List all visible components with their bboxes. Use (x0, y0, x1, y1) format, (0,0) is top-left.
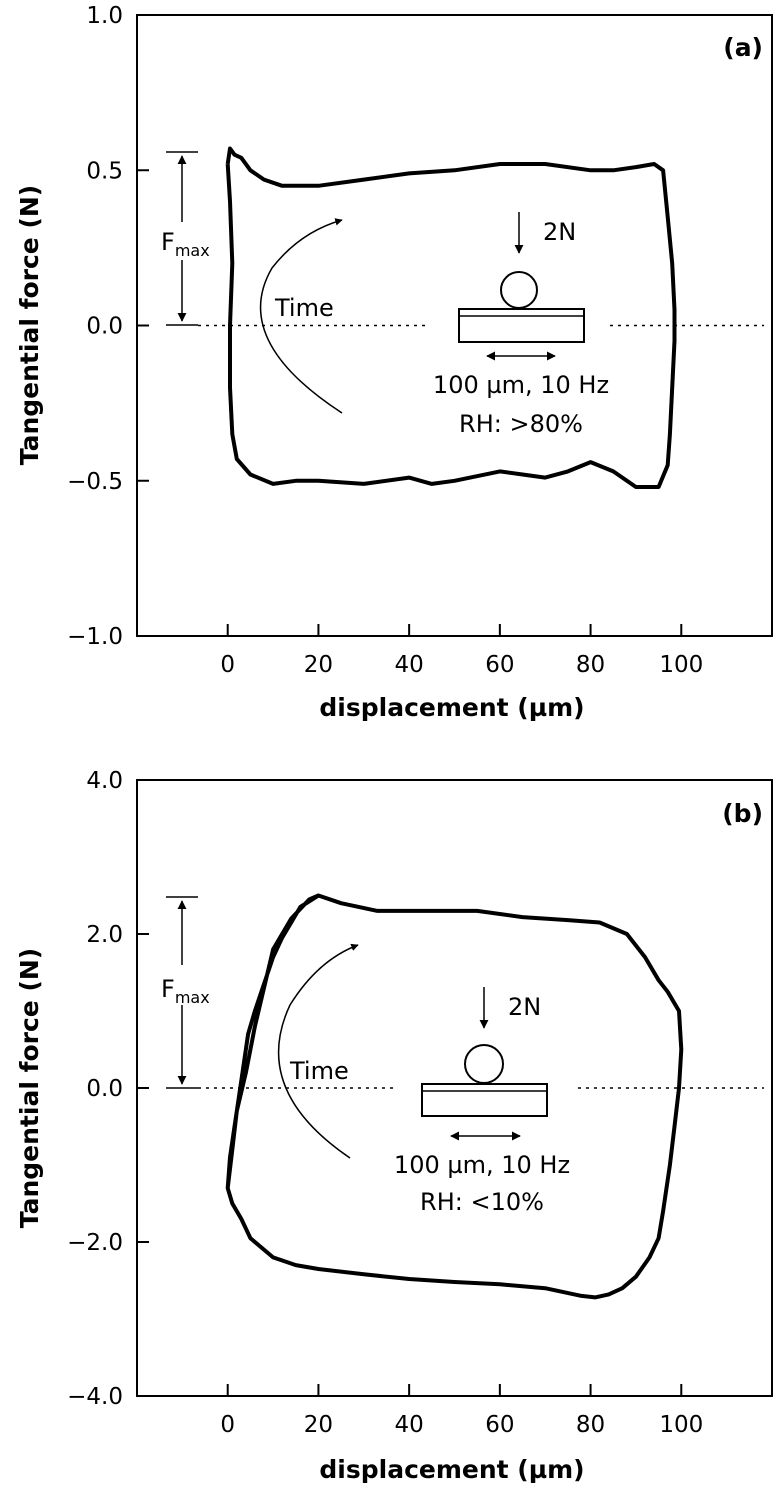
condition-line-1: 100 µm, 10 Hz (433, 371, 609, 399)
y-tick-label: 4.0 (86, 768, 123, 794)
fmax-letter: F (161, 975, 175, 1003)
panel-label: (b) (722, 799, 763, 828)
substrate-block (458, 308, 585, 343)
substrate-block (421, 1083, 548, 1117)
fmax-label: Fmax (161, 228, 210, 260)
x-tick-label: 0 (220, 1412, 235, 1438)
x-ticks: 0 20 40 60 80 100 (220, 624, 703, 678)
fmax-subscript: max (175, 988, 210, 1007)
y-ticks: −4.0 −2.0 0.0 2.0 4.0 (67, 768, 149, 1410)
x-ticks: 0 20 40 60 80 100 (220, 1384, 703, 1438)
x-tick-label: 60 (485, 652, 514, 678)
ball-icon (500, 271, 538, 309)
x-tick-label: 40 (395, 1412, 424, 1438)
x-tick-label: 60 (485, 1412, 514, 1438)
panel-b: −4.0 −2.0 0.0 2.0 4.0 0 20 40 60 80 100 (b) displ… (15, 768, 773, 1484)
y-tick-label: 0.0 (86, 1076, 123, 1102)
contact-schematic: 2N 100 µm, 10 Hz RH: <10% (394, 987, 570, 1216)
panel-a: −1.0 −0.5 0.0 0.5 1.0 0 20 40 60 80 100 (a) displ… (15, 3, 773, 722)
fmax-letter: F (161, 228, 175, 256)
fmax-dimension: Fmax (161, 896, 210, 1089)
x-tick-label: 100 (659, 652, 703, 678)
y-ticks: −1.0 −0.5 0.0 0.5 1.0 (67, 3, 149, 650)
x-tick-label: 80 (576, 1412, 605, 1438)
y-tick-label: 2.0 (86, 922, 123, 948)
time-arrow (259, 218, 343, 414)
condition-line-2: RH: <10% (420, 1188, 544, 1216)
fmax-label: Fmax (161, 975, 210, 1007)
x-tick-label: 20 (304, 1412, 333, 1438)
y-tick-label: −2.0 (67, 1230, 123, 1256)
y-axis-title: Tangential force (N) (15, 948, 44, 1228)
y-tick-label: 0.5 (86, 158, 123, 184)
x-axis-title: displacement (µm) (319, 693, 584, 722)
x-axis-title: displacement (µm) (319, 1455, 584, 1484)
x-tick-label: 100 (659, 1412, 703, 1438)
contact-schematic: 2N 100 µm, 10 Hz RH: >80% (433, 212, 609, 438)
y-tick-label: −4.0 (67, 1384, 123, 1410)
x-tick-label: 80 (576, 652, 605, 678)
x-tick-label: 40 (395, 652, 424, 678)
fmax-subscript: max (175, 241, 210, 260)
y-tick-label: −1.0 (67, 624, 123, 650)
load-label: 2N (543, 218, 576, 246)
condition-line-1: 100 µm, 10 Hz (394, 1151, 570, 1179)
time-arrow (277, 943, 359, 1159)
condition-line-2: RH: >80% (459, 410, 583, 438)
fmax-dimension: Fmax (161, 151, 210, 326)
load-label: 2N (508, 993, 541, 1021)
y-tick-label: 1.0 (86, 3, 123, 29)
time-label: Time (289, 1057, 349, 1085)
y-axis-title: Tangential force (N) (15, 185, 44, 465)
friction-loop (225, 146, 677, 489)
friction-loop (225, 893, 684, 1300)
panel-label: (a) (723, 33, 763, 62)
x-tick-label: 20 (304, 652, 333, 678)
x-tick-label: 0 (220, 652, 235, 678)
ball-icon (464, 1044, 504, 1084)
y-tick-label: −0.5 (67, 469, 123, 495)
time-label: Time (274, 294, 334, 322)
y-tick-label: 0.0 (86, 314, 123, 340)
